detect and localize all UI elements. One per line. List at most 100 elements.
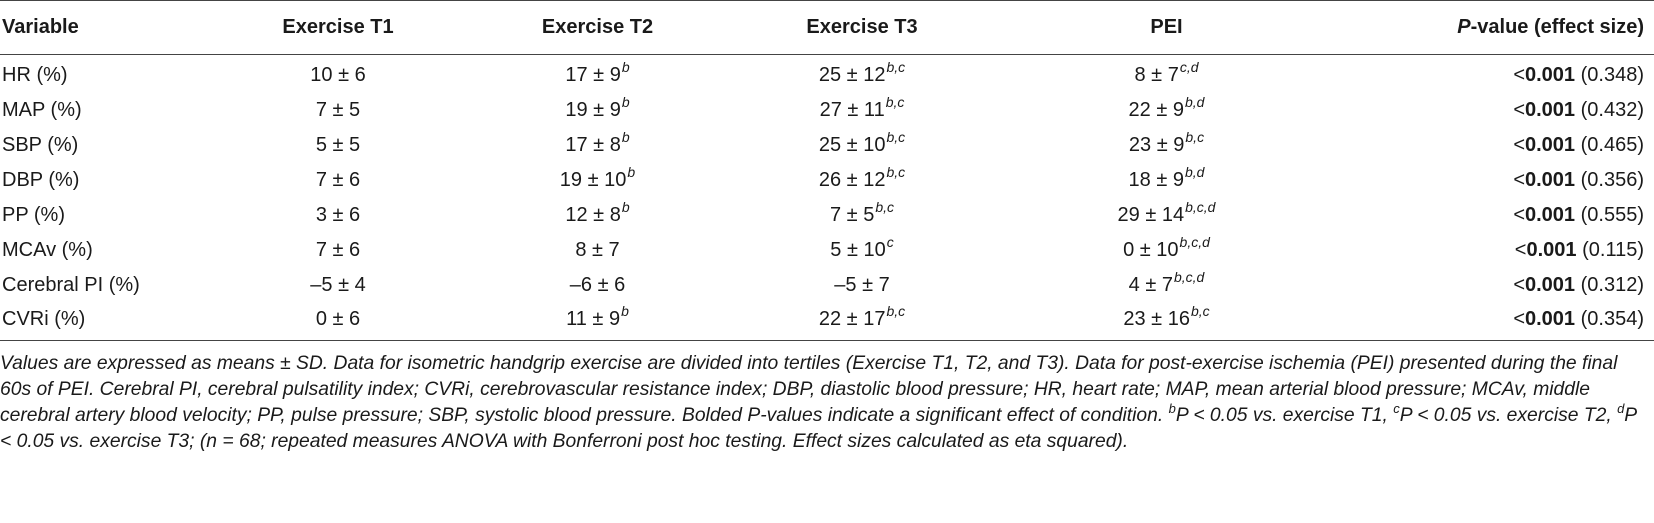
p-value-less-than: < bbox=[1514, 238, 1527, 261]
cell-exercise-t3-superscript: b,c bbox=[875, 198, 895, 215]
cell-variable-value: DBP (%) bbox=[2, 168, 80, 191]
p-value-effect-size: (0.312) bbox=[1575, 273, 1644, 296]
cell-p-value: <0.001 (0.465) bbox=[1328, 128, 1654, 163]
cell-exercise-t1: 7 ± 5 bbox=[200, 93, 476, 128]
results-table: Variable Exercise T1 Exercise T2 Exercis… bbox=[0, 0, 1654, 341]
cell-exercise-t2: 17 ± 9b bbox=[476, 55, 719, 93]
cell-variable: PP (%) bbox=[0, 198, 200, 233]
table-row: DBP (%) 7 ± 6 19 ± 10b 26 ± 12b,c 18 ± 9b,d <… bbox=[0, 163, 1654, 198]
table-header-row: Variable Exercise T1 Exercise T2 Exercis… bbox=[0, 0, 1654, 55]
cell-variable: DBP (%) bbox=[0, 163, 200, 198]
cell-exercise-t3-value: 27 ± 11 bbox=[819, 98, 885, 121]
cell-exercise-t1-value: 10 ± 6 bbox=[310, 63, 366, 86]
cell-exercise-t2-superscript: b bbox=[621, 93, 630, 110]
cell-p-value: <0.001 (0.115) bbox=[1328, 233, 1654, 268]
cell-exercise-t3: 7 ± 5b,c bbox=[719, 198, 1005, 233]
cell-exercise-t3: 22 ± 17b,c bbox=[719, 302, 1005, 341]
header-p-value: P-value (effect size) bbox=[1328, 0, 1654, 55]
header-variable: Variable bbox=[0, 0, 200, 55]
cell-p-value: <0.001 (0.555) bbox=[1328, 198, 1654, 233]
cell-pei: 22 ± 9b,d bbox=[1005, 93, 1328, 128]
header-exercise-t3: Exercise T3 bbox=[719, 0, 1005, 55]
table-row: Cerebral PI (%) –5 ± 4 –6 ± 6 –5 ± 7 4 ± 7b,… bbox=[0, 268, 1654, 303]
cell-variable-value: PP (%) bbox=[2, 203, 65, 226]
footnote-text-b: P < 0.05 vs. exercise T1, bbox=[1175, 405, 1394, 426]
cell-pei: 23 ± 16b,c bbox=[1005, 302, 1328, 341]
cell-exercise-t3: 26 ± 12b,c bbox=[719, 163, 1005, 198]
cell-exercise-t1-value: 7 ± 5 bbox=[315, 98, 361, 121]
p-value-less-than: < bbox=[1513, 168, 1525, 191]
cell-pei: 29 ± 14b,c,d bbox=[1005, 198, 1328, 233]
cell-exercise-t3-superscript: b,c bbox=[886, 58, 906, 75]
p-value-effect-size: (0.432) bbox=[1575, 98, 1644, 121]
table-row: MAP (%) 7 ± 5 19 ± 9b 27 ± 11b,c 22 ± 9b,d <0… bbox=[0, 93, 1654, 128]
cell-exercise-t1-value: 7 ± 6 bbox=[315, 168, 361, 191]
footnote-main: Values are expressed as means ± SD. Data… bbox=[0, 353, 1618, 426]
cell-pei-value: 29 ± 14 bbox=[1117, 203, 1185, 226]
table-row: SBP (%) 5 ± 5 17 ± 8b 25 ± 10b,c 23 ± 9b,c <0… bbox=[0, 128, 1654, 163]
cell-exercise-t2-value: 19 ± 10 bbox=[559, 168, 627, 191]
cell-exercise-t1: –5 ± 4 bbox=[200, 268, 476, 303]
cell-pei: 8 ± 7c,d bbox=[1005, 55, 1328, 93]
header-pei: PEI bbox=[1005, 0, 1328, 55]
cell-exercise-t3-value: 7 ± 5 bbox=[829, 203, 875, 226]
cell-pei-superscript: b,c,d bbox=[1185, 198, 1216, 215]
cell-exercise-t1-value: 7 ± 6 bbox=[315, 238, 361, 261]
cell-exercise-t2-value: 19 ± 9 bbox=[565, 98, 621, 121]
cell-exercise-t2-value: 17 ± 8 bbox=[565, 133, 621, 156]
cell-exercise-t1: 0 ± 6 bbox=[200, 302, 476, 341]
cell-exercise-t1-value: 5 ± 5 bbox=[315, 133, 361, 156]
p-value-bold: 0.001 bbox=[1525, 308, 1576, 331]
cell-variable: HR (%) bbox=[0, 55, 200, 93]
cell-variable: SBP (%) bbox=[0, 128, 200, 163]
cell-pei-superscript: b,d bbox=[1185, 93, 1205, 110]
table-body: HR (%) 10 ± 6 17 ± 9b 25 ± 12b,c 8 ± 7c,d <0.… bbox=[0, 55, 1654, 341]
p-value-less-than: < bbox=[1513, 308, 1525, 331]
cell-exercise-t3-superscript: b,c bbox=[885, 93, 905, 110]
p-value-less-than: < bbox=[1513, 63, 1525, 86]
cell-variable-value: CVRi (%) bbox=[2, 308, 86, 331]
cell-variable-value: Cerebral PI (%) bbox=[2, 273, 140, 296]
p-value-bold: 0.001 bbox=[1525, 273, 1576, 296]
p-value-bold: 0.001 bbox=[1525, 63, 1576, 86]
cell-exercise-t2: 11 ± 9b bbox=[476, 302, 719, 341]
cell-variable-value: SBP (%) bbox=[2, 133, 79, 156]
p-value-effect-size: (0.465) bbox=[1575, 133, 1644, 156]
cell-exercise-t3: –5 ± 7 bbox=[719, 268, 1005, 303]
cell-pei: 0 ± 10b,c,d bbox=[1005, 233, 1328, 268]
cell-exercise-t2-value: 8 ± 7 bbox=[575, 238, 620, 261]
results-table-container: Variable Exercise T1 Exercise T2 Exercis… bbox=[0, 0, 1654, 452]
cell-variable: MCAv (%) bbox=[0, 233, 200, 268]
p-value-effect-size: (0.356) bbox=[1575, 168, 1644, 191]
cell-exercise-t3-value: 25 ± 12 bbox=[818, 63, 886, 86]
cell-pei-superscript: b,c bbox=[1185, 128, 1205, 145]
footnote-text-end: = 68; repeated measures ANOVA with Bonfe… bbox=[217, 431, 1129, 452]
cell-p-value: <0.001 (0.354) bbox=[1328, 302, 1654, 341]
cell-exercise-t2-value: –6 ± 6 bbox=[569, 273, 626, 296]
cell-pei: 4 ± 7b,c,d bbox=[1005, 268, 1328, 303]
cell-pei-superscript: b,c,d bbox=[1179, 233, 1210, 250]
cell-exercise-t2: 8 ± 7 bbox=[476, 233, 719, 268]
footnote-sup-c: c bbox=[1393, 401, 1400, 416]
cell-exercise-t2-superscript: b bbox=[627, 163, 636, 180]
cell-exercise-t2: 17 ± 8b bbox=[476, 128, 719, 163]
cell-pei-superscript: b,c bbox=[1190, 303, 1210, 320]
cell-exercise-t2-superscript: b bbox=[621, 198, 630, 215]
cell-exercise-t3-value: –5 ± 7 bbox=[834, 273, 890, 296]
cell-pei-superscript: c,d bbox=[1179, 58, 1199, 75]
cell-exercise-t3-superscript: b,c bbox=[886, 128, 906, 145]
cell-exercise-t1: 7 ± 6 bbox=[200, 163, 476, 198]
p-value-bold: 0.001 bbox=[1525, 203, 1576, 226]
table-row: HR (%) 10 ± 6 17 ± 9b 25 ± 12b,c 8 ± 7c,d <0.… bbox=[0, 55, 1654, 93]
cell-p-value: <0.001 (0.356) bbox=[1328, 163, 1654, 198]
cell-exercise-t3-superscript: b,c bbox=[886, 303, 906, 320]
cell-exercise-t1: 3 ± 6 bbox=[200, 198, 476, 233]
p-value-bold: 0.001 bbox=[1525, 168, 1576, 191]
footnote-text-c: P < 0.05 vs. exercise T2, bbox=[1399, 405, 1618, 426]
cell-variable-value: MCAv (%) bbox=[2, 238, 93, 261]
cell-exercise-t2: –6 ± 6 bbox=[476, 268, 719, 303]
cell-exercise-t2: 19 ± 10b bbox=[476, 163, 719, 198]
cell-p-value: <0.001 (0.348) bbox=[1328, 55, 1654, 93]
cell-pei-value: 23 ± 9 bbox=[1128, 133, 1185, 156]
cell-variable: CVRi (%) bbox=[0, 302, 200, 341]
